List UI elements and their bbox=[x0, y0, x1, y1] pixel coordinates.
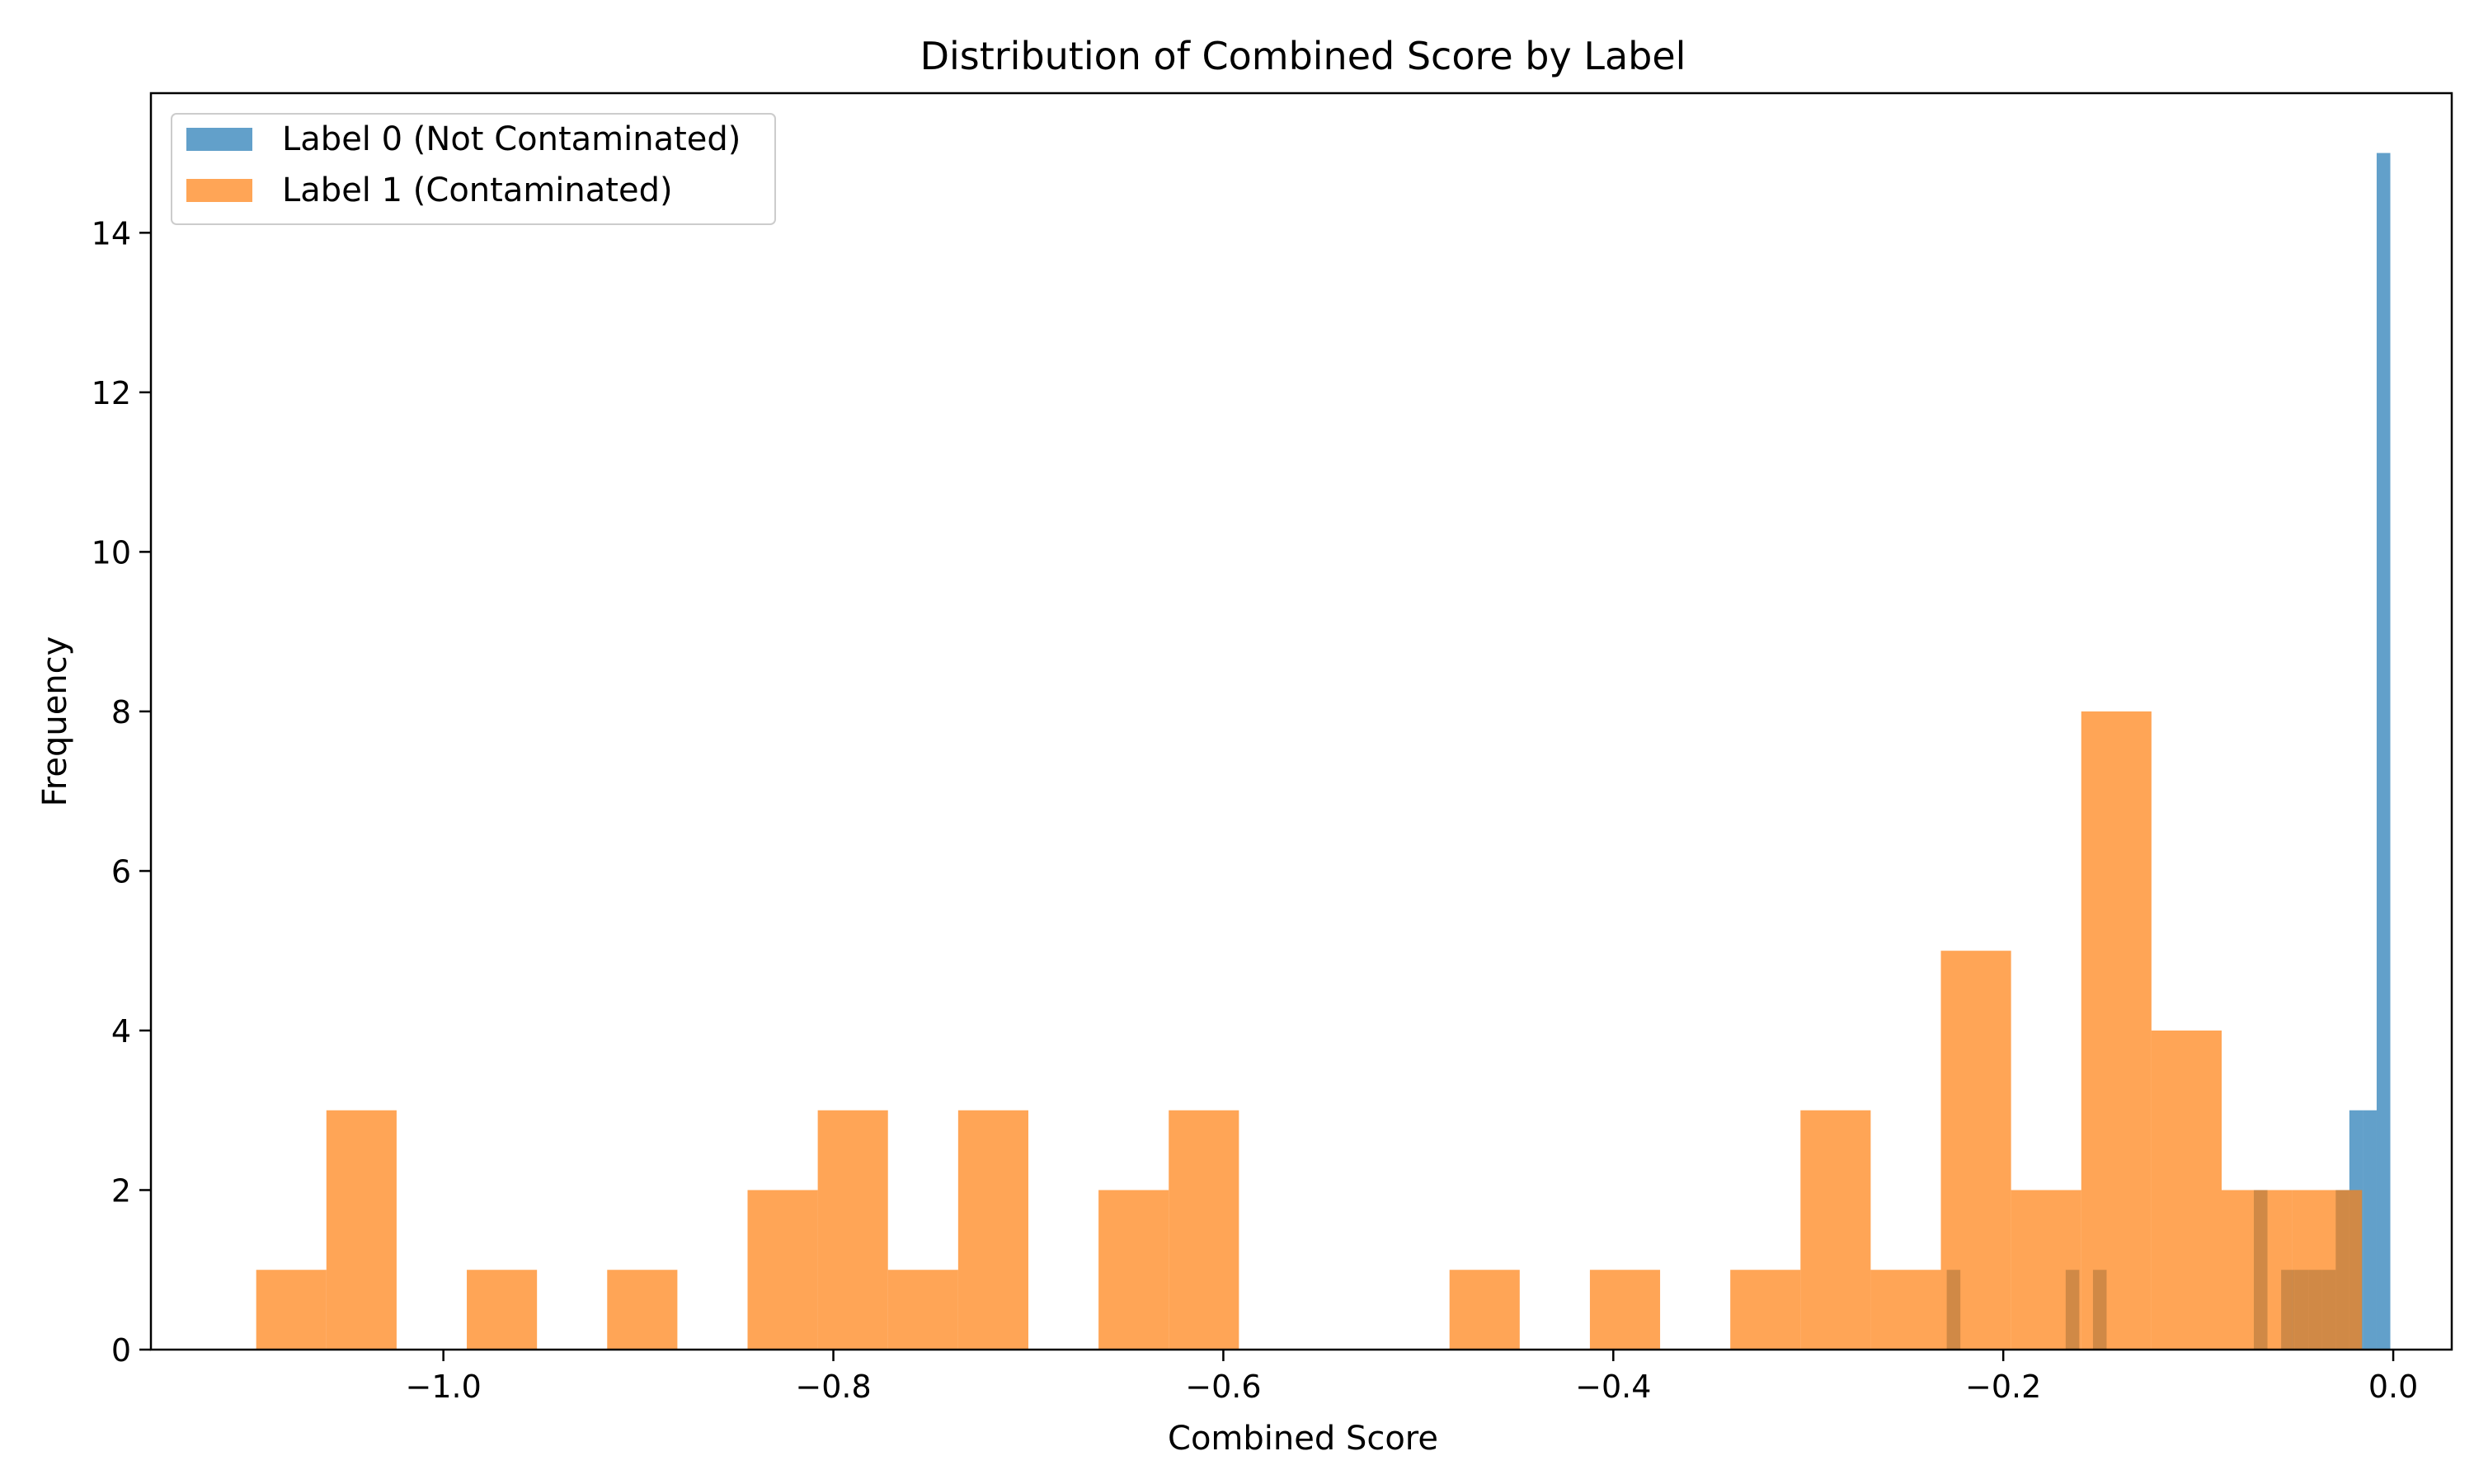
histogram-bar-label-1-bin-7 bbox=[747, 1190, 818, 1350]
y-axis-ticks: 0 2 4 6 8 10 12 14 bbox=[92, 215, 151, 1369]
x-axis-ticks: −1.0 −0.8 −0.6 −0.4 −0.2 0.0 bbox=[406, 1350, 2418, 1405]
histogram-bar-label-1-bin-29 bbox=[2292, 1190, 2363, 1350]
y-tick-label: 10 bbox=[92, 534, 131, 571]
histogram-bar-label-1-bin-27 bbox=[2151, 1030, 2222, 1350]
y-tick-label: 4 bbox=[111, 1013, 131, 1050]
histogram-bar-label-0-bin-10 bbox=[2363, 1110, 2377, 1350]
x-tick-label: −0.6 bbox=[1185, 1369, 1261, 1405]
legend-box bbox=[171, 113, 776, 225]
legend-label-1: Label 1 (Contaminated) bbox=[282, 171, 673, 209]
y-tick-label: 0 bbox=[111, 1332, 131, 1369]
plot-frame bbox=[149, 92, 2453, 1351]
histogram-bar-label-1-bin-0 bbox=[256, 1270, 327, 1350]
histogram-bar-label-1-bin-8 bbox=[817, 1110, 888, 1350]
legend-swatch-label-1 bbox=[186, 179, 252, 202]
y-axis-label: Frequency bbox=[36, 636, 74, 807]
histogram-bar-label-0-bin-11 bbox=[2376, 153, 2391, 1350]
x-axis-label: Combined Score bbox=[1168, 1420, 1438, 1458]
histogram-bar-label-1-bin-21 bbox=[1730, 1270, 1801, 1350]
histogram-bar-label-1-bin-13 bbox=[1169, 1110, 1239, 1350]
chart-title: Distribution of Combined Score by Label bbox=[920, 34, 1686, 78]
histogram-bar-label-1-bin-28 bbox=[2222, 1190, 2293, 1350]
histogram-bar-label-1-bin-17 bbox=[1449, 1270, 1520, 1350]
x-tick-label: −0.8 bbox=[795, 1369, 871, 1405]
x-tick-label: −0.4 bbox=[1575, 1369, 1651, 1405]
histogram-bar-label-1-bin-5 bbox=[607, 1270, 678, 1350]
histogram-bar-label-1-bin-25 bbox=[2011, 1190, 2081, 1350]
y-tick-label: 2 bbox=[111, 1172, 131, 1209]
legend: Label 0 (Not Contaminated) Label 1 (Cont… bbox=[171, 113, 776, 225]
histogram-bar-label-1-bin-12 bbox=[1098, 1190, 1169, 1350]
y-tick-label: 6 bbox=[111, 853, 131, 890]
histogram-bar-label-1-bin-10 bbox=[957, 1110, 1028, 1350]
legend-swatch-label-0 bbox=[186, 128, 252, 151]
histogram-bar-label-1-bin-1 bbox=[326, 1110, 397, 1350]
histogram-bar-label-1-bin-22 bbox=[1800, 1110, 1871, 1350]
y-tick-label: 14 bbox=[92, 215, 131, 251]
histogram-bar-label-1-bin-19 bbox=[1589, 1270, 1661, 1350]
histogram-bar-label-1-bin-3 bbox=[467, 1270, 538, 1350]
x-tick-label: −1.0 bbox=[406, 1369, 482, 1405]
bars-layer bbox=[256, 153, 2391, 1350]
histogram-bar-label-1-bin-24 bbox=[1940, 951, 2011, 1350]
y-tick-label: 8 bbox=[111, 694, 131, 730]
legend-label-0: Label 0 (Not Contaminated) bbox=[282, 120, 741, 158]
y-tick-label: 12 bbox=[92, 375, 131, 411]
histogram-bar-label-1-bin-23 bbox=[1870, 1270, 1941, 1350]
histogram-bar-label-1-bin-26 bbox=[2081, 711, 2152, 1350]
x-tick-label: 0.0 bbox=[2368, 1369, 2418, 1405]
histogram-bar-label-1-bin-9 bbox=[887, 1270, 958, 1350]
x-tick-label: −0.2 bbox=[1965, 1369, 2041, 1405]
